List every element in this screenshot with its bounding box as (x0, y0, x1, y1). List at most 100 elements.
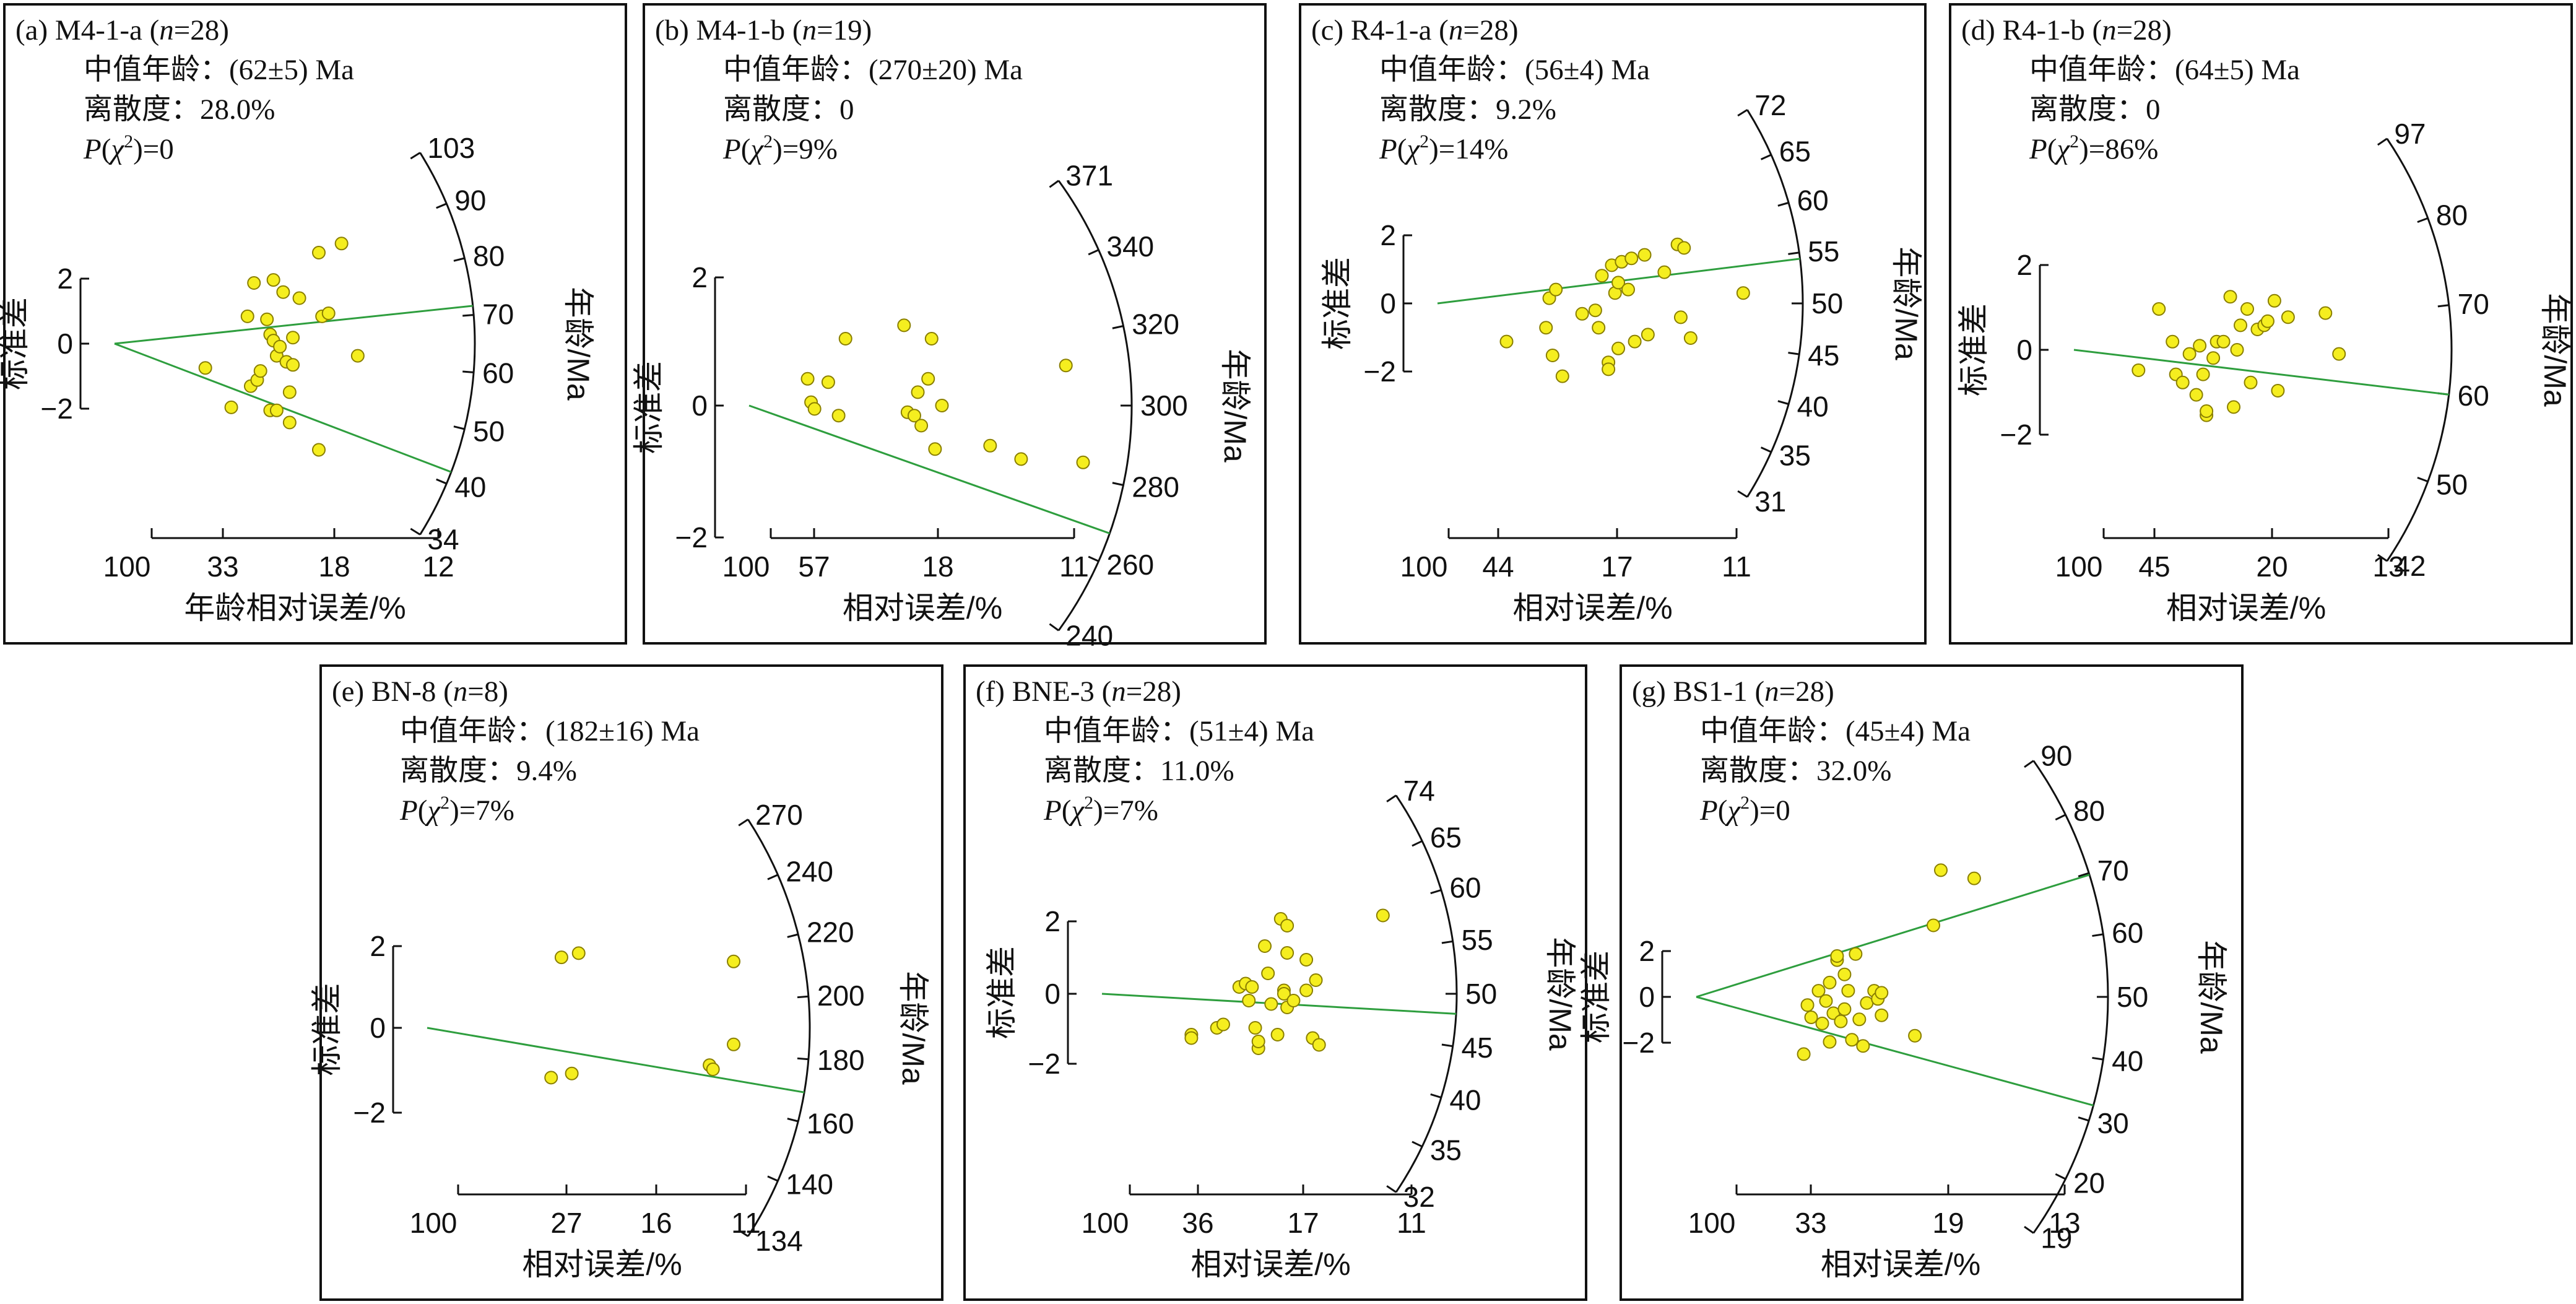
data-point (2131, 363, 2146, 377)
data-point (1875, 1008, 1889, 1022)
dispersion: 离散度：32.0% (1700, 755, 1891, 787)
data-point (2318, 306, 2333, 320)
age-arc (2386, 138, 2453, 562)
data-point (2230, 343, 2244, 357)
arc-tick (2417, 217, 2429, 224)
p-chi-square: P(χ2)=0 (1699, 793, 1790, 827)
panel-g: (g) BS1-1 (n=28) 中值年龄：(45±4) Ma 离散度：32.0% P… (1579, 664, 2244, 1301)
arc-tick-label: 40 (2112, 1045, 2143, 1077)
y-axis-label: 标准差 (0, 297, 32, 390)
data-point (1875, 986, 1889, 1000)
arc-tick-label: 50 (2436, 469, 2468, 501)
y-tick-label: −2 (1028, 1048, 1060, 1080)
data-point (266, 273, 280, 287)
data-point (1076, 455, 1090, 469)
arc-tick (1430, 889, 1442, 895)
x-tick-label: 100 (1688, 1207, 1736, 1239)
arc-tick (2078, 1116, 2089, 1122)
arc-tick-label: 40 (454, 471, 486, 503)
data-point (1545, 349, 1559, 362)
dispersion: 离散度：0 (2029, 93, 2161, 126)
dispersion: 离散度：9.2% (1379, 93, 1556, 126)
data-point (821, 375, 835, 389)
data-point (1819, 994, 1833, 1008)
data-point (2166, 334, 2180, 349)
data-point (1841, 984, 1855, 998)
x-tick-label: 13 (2049, 1207, 2080, 1239)
data-point (1927, 918, 1941, 932)
arc-tick-label: 40 (1797, 390, 1829, 422)
data-point (1736, 286, 1750, 300)
x-axis-label: 相对误差/% (843, 591, 1002, 625)
data-point (565, 1066, 579, 1080)
data-point (1677, 241, 1691, 255)
data-point (1309, 973, 1323, 987)
data-point (1837, 967, 1852, 981)
data-point (311, 246, 326, 259)
data-point (2200, 404, 2214, 418)
y-tick-label: 2 (1639, 935, 1655, 967)
arc-tick (1088, 555, 1099, 562)
arc-tick (2417, 476, 2429, 483)
data-point (1216, 1017, 1230, 1032)
panel-title: (c) R4-1-a (n=28) (1311, 14, 1519, 46)
x-tick-label: 27 (550, 1207, 582, 1239)
x-tick-label: 17 (1287, 1207, 1319, 1239)
y-tick-label: 0 (1639, 981, 1655, 1013)
y-tick-label: 0 (370, 1012, 386, 1044)
data-point (1270, 1028, 1285, 1041)
panel-title: (d) R4-1-b (n=28) (1961, 14, 2172, 46)
data-point (1621, 282, 1635, 297)
data-point (2240, 302, 2254, 316)
data-point (1588, 303, 1602, 318)
x-axis-label: 相对误差/% (1512, 591, 1672, 625)
data-point (727, 954, 741, 968)
y-tick-label: −2 (353, 1097, 386, 1129)
x-axis-label: 相对误差/% (1190, 1247, 1350, 1282)
y-tick-label: 2 (2016, 249, 2032, 281)
y-tick-label: 0 (2016, 334, 2032, 366)
data-point (2234, 318, 2248, 333)
data-point (1657, 265, 1672, 279)
data-point (706, 1063, 720, 1076)
y-tick-label: −2 (1623, 1027, 1655, 1059)
data-point (1852, 1012, 1867, 1027)
arc-tick-label: 103 (427, 132, 475, 164)
data-point (1251, 1035, 1265, 1048)
dispersion: 离散度：11.0% (1044, 755, 1234, 787)
arc-tick (462, 314, 474, 317)
y-axis-label: 标准差 (631, 361, 666, 454)
arc-tick-label: 40 (1449, 1084, 1481, 1116)
data-point (807, 402, 822, 416)
arc-tick (436, 202, 447, 209)
data-point (1555, 369, 1569, 383)
arc-tick (738, 1229, 749, 1237)
arc-tick (1777, 201, 1789, 207)
x-tick-label: 100 (410, 1207, 458, 1239)
arc-tick-label: 35 (1430, 1134, 1462, 1167)
data-point (1059, 359, 1073, 373)
arc-tick (453, 425, 465, 430)
data-point (2260, 314, 2275, 328)
y-axis-label: 标准差 (1320, 257, 1355, 350)
data-point (1823, 1035, 1837, 1049)
data-point (1849, 947, 1863, 961)
panel-title: (b) M4-1-b (n=19) (655, 14, 872, 46)
median-age: 中值年龄：(45±4) Ma (1700, 715, 1971, 747)
panel-d: (d) R4-1-b (n=28) 中值年龄：(64±5) Ma 离散度：0 P(χ2… (1949, 3, 2573, 645)
age-line (427, 1027, 805, 1093)
data-point (1811, 984, 1826, 998)
x-axis-label: 相对误差/% (2166, 591, 2326, 625)
arc-tick-label: 80 (473, 240, 505, 272)
data-point (292, 291, 306, 305)
dispersion: 离散度：9.4% (400, 755, 577, 787)
data-point (935, 399, 949, 412)
arc-tick (787, 1118, 799, 1123)
arc-tick-label: 280 (1132, 471, 1179, 503)
arc-tick (2024, 1225, 2034, 1234)
arc-axis-label: 年龄/Ma (1543, 937, 1577, 1051)
data-point (1804, 1011, 1818, 1024)
data-point (907, 409, 921, 423)
arc-tick-label: 240 (1065, 619, 1113, 651)
arc-tick (2377, 554, 2388, 562)
